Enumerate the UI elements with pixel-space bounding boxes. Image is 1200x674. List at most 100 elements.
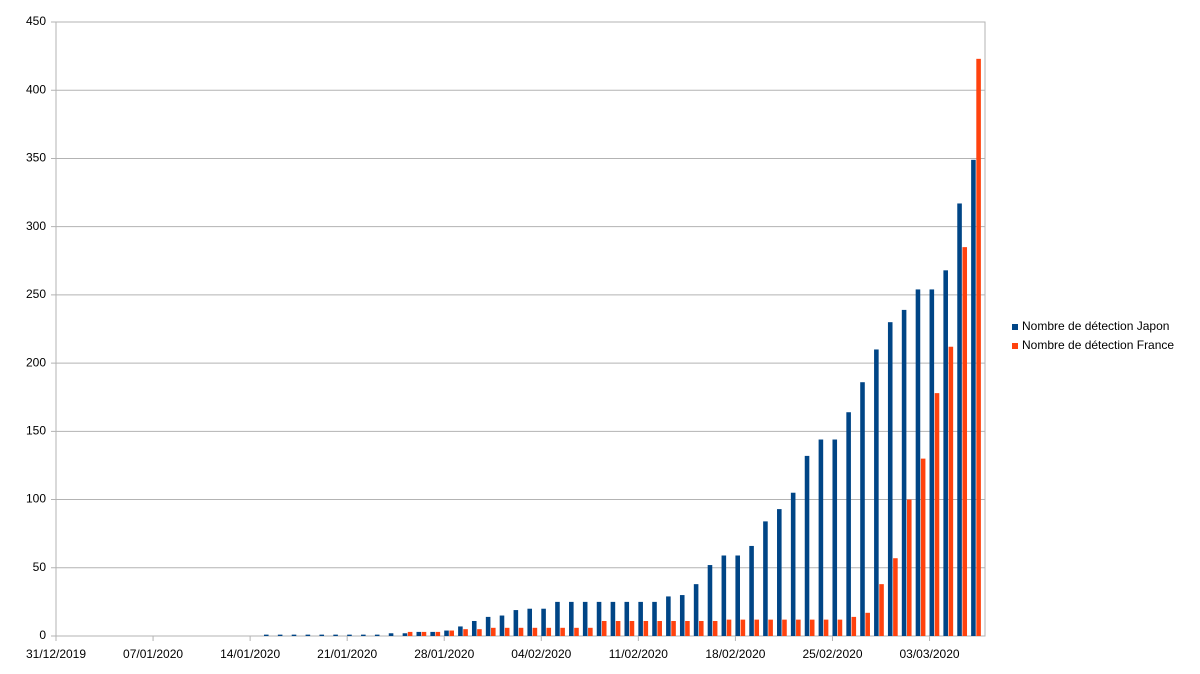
bar: [374, 634, 380, 636]
bar: [943, 270, 948, 636]
bar: [962, 247, 968, 636]
bar: [610, 601, 616, 636]
bar: [777, 509, 782, 636]
bar: [361, 634, 366, 636]
bar: [546, 627, 552, 636]
bar: [693, 584, 699, 636]
bar: [957, 203, 962, 636]
y-tick-label: 150: [26, 424, 46, 438]
x-tick-label: 11/02/2020: [609, 647, 668, 661]
bar: [402, 633, 408, 636]
bar: [726, 619, 732, 636]
x-tick-label: 21/01/2020: [317, 647, 377, 661]
x-tick-label: 04/02/2020: [511, 647, 571, 661]
legend-swatch: [1012, 343, 1018, 349]
bar: [860, 382, 865, 636]
bar: [638, 601, 643, 636]
bar: [407, 631, 413, 636]
bar: [809, 619, 815, 636]
bar: [846, 412, 851, 636]
bar: [569, 601, 574, 636]
bar: [976, 58, 981, 636]
bar: [679, 595, 685, 636]
bar: [763, 521, 768, 636]
bar: [601, 620, 607, 636]
y-tick-label: 400: [26, 82, 46, 96]
y-tick-label: 50: [33, 560, 47, 574]
bar: [652, 601, 657, 636]
bar: [920, 458, 926, 636]
bar: [685, 620, 690, 636]
bar: [477, 629, 482, 636]
bar: [449, 630, 454, 636]
bar: [499, 615, 505, 636]
bar: [804, 455, 810, 636]
bar: [893, 558, 898, 636]
bar: [518, 627, 524, 636]
bar: [574, 627, 579, 636]
bar: [971, 159, 976, 636]
bar: [721, 555, 727, 636]
x-tick-label: 14/01/2020: [220, 647, 280, 661]
legend-label: Nombre de détection France: [1022, 338, 1174, 352]
bar: [754, 619, 760, 636]
bar: [319, 634, 325, 636]
y-tick-label: 100: [26, 492, 46, 506]
bar: [879, 584, 884, 636]
bar: [887, 322, 893, 636]
x-tick-label: 07/01/2020: [123, 647, 183, 661]
bar: [782, 619, 787, 636]
y-tick-label: 200: [26, 355, 46, 369]
bar: [901, 309, 907, 636]
bar: [444, 630, 449, 636]
bar: [430, 631, 435, 636]
bar: [832, 439, 838, 636]
bar: [790, 492, 796, 636]
y-tick-label: 350: [26, 151, 46, 165]
bar: [333, 634, 338, 636]
bar: [851, 616, 857, 636]
x-tick-label: 31/12/2019: [26, 647, 86, 661]
bar: [707, 565, 713, 636]
x-tick-label: 03/03/2020: [900, 647, 960, 661]
bar: [735, 555, 740, 636]
bar: [541, 608, 546, 636]
bar: [929, 289, 935, 636]
y-tick-label: 0: [39, 628, 46, 642]
y-tick-label: 450: [26, 14, 46, 28]
bar: [555, 601, 560, 636]
bar: [657, 620, 662, 636]
bar: [768, 619, 773, 636]
bar: [624, 601, 630, 636]
bar: [421, 631, 427, 636]
bar: [582, 601, 588, 636]
bar: [504, 627, 510, 636]
legend-swatch: [1012, 324, 1018, 330]
bar: [837, 619, 843, 636]
bar: [906, 499, 912, 636]
bar: [948, 346, 954, 636]
bar: [823, 619, 829, 636]
bar: [463, 629, 468, 636]
bar: [305, 634, 311, 636]
bar: [596, 601, 602, 636]
bar: [749, 545, 754, 636]
legend-label: Nombre de détection Japon: [1022, 319, 1169, 333]
bar: [485, 616, 491, 636]
bar: [560, 627, 565, 636]
bar: [263, 634, 269, 636]
x-tick-label: 18/02/2020: [705, 647, 765, 661]
bar: [532, 627, 538, 636]
x-tick-label: 28/01/2020: [414, 647, 474, 661]
bar: [698, 620, 704, 636]
bar: [588, 627, 593, 636]
bar: [471, 620, 477, 636]
bar: [491, 627, 496, 636]
bar: [277, 634, 283, 636]
bar: [740, 619, 746, 636]
bar: [527, 608, 533, 636]
bar: [416, 631, 422, 636]
bar: [388, 633, 394, 636]
bar: [874, 349, 879, 636]
